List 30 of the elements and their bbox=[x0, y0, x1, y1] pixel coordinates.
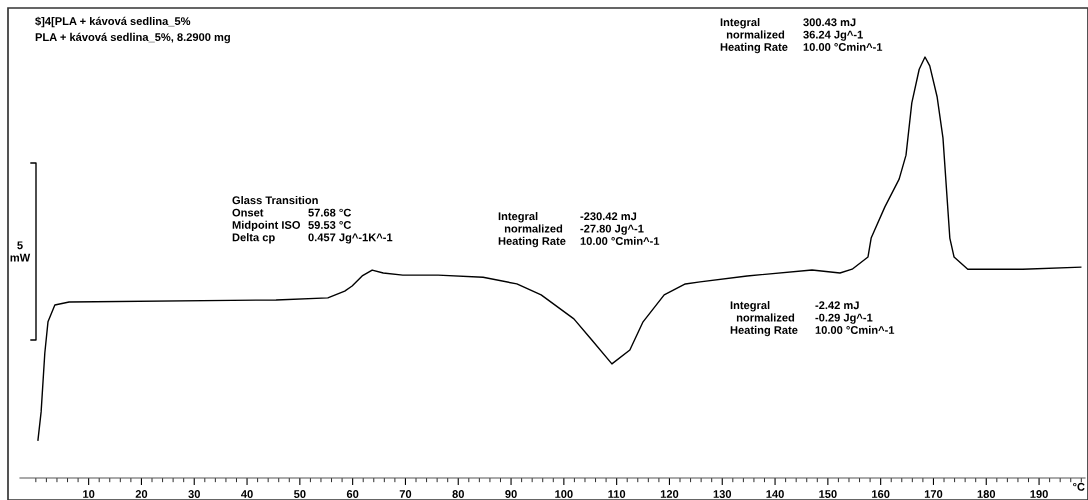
chart-title: $]4[PLA + kávová sedlina_5% bbox=[35, 16, 191, 28]
annotation: 5 mW bbox=[10, 241, 31, 262]
annotation: -2.42 mJ -0.29 Jg^-1 10.00 °Cmin^-1 bbox=[815, 301, 895, 334]
chart-subtitle: PLA + kávová sedlina_5%, 8.2900 mg bbox=[35, 32, 230, 44]
x-tick-label: 60 bbox=[346, 490, 359, 498]
x-tick-label: 140 bbox=[766, 490, 784, 498]
x-tick-label: 40 bbox=[241, 490, 253, 498]
text: Integral normalized Heating Rate bbox=[720, 18, 788, 54]
x-tick-label: 20 bbox=[135, 490, 148, 498]
x-tick-label: 70 bbox=[399, 490, 412, 498]
x-tick-label: 160 bbox=[872, 490, 890, 498]
x-tick-label: 180 bbox=[977, 490, 996, 498]
x-tick-label: 90 bbox=[505, 490, 517, 498]
x-tick-label: 80 bbox=[452, 490, 464, 498]
x-axis-title: °C bbox=[1073, 482, 1085, 491]
x-tick-label: 190 bbox=[1030, 490, 1048, 498]
annotation: 57.68 °C 59.53 °C 0.457 Jg^-1K^-1 bbox=[308, 208, 393, 244]
x-tick-label: 170 bbox=[924, 490, 943, 498]
x-tick-label: 150 bbox=[819, 490, 837, 498]
text: 300.43 mJ 36.24 Jg^-1 10.00 °Cmin^-1 bbox=[803, 18, 883, 51]
x-tick-label: 50 bbox=[294, 490, 306, 498]
annotation: Integral normalized Heating Rate bbox=[730, 301, 798, 337]
x-tick-label: 130 bbox=[713, 490, 732, 498]
x-tick-label: 110 bbox=[608, 490, 626, 498]
x-tick-label: 30 bbox=[188, 490, 200, 498]
annotation: -230.42 mJ -27.80 Jg^-1 10.00 °Cmin^-1 bbox=[580, 212, 660, 245]
annotation: Integral normalized Heating Rate bbox=[498, 212, 566, 248]
x-tick-label: 100 bbox=[555, 490, 573, 498]
x-tick-label: 10 bbox=[83, 490, 95, 498]
x-tick-label: 120 bbox=[660, 490, 679, 498]
